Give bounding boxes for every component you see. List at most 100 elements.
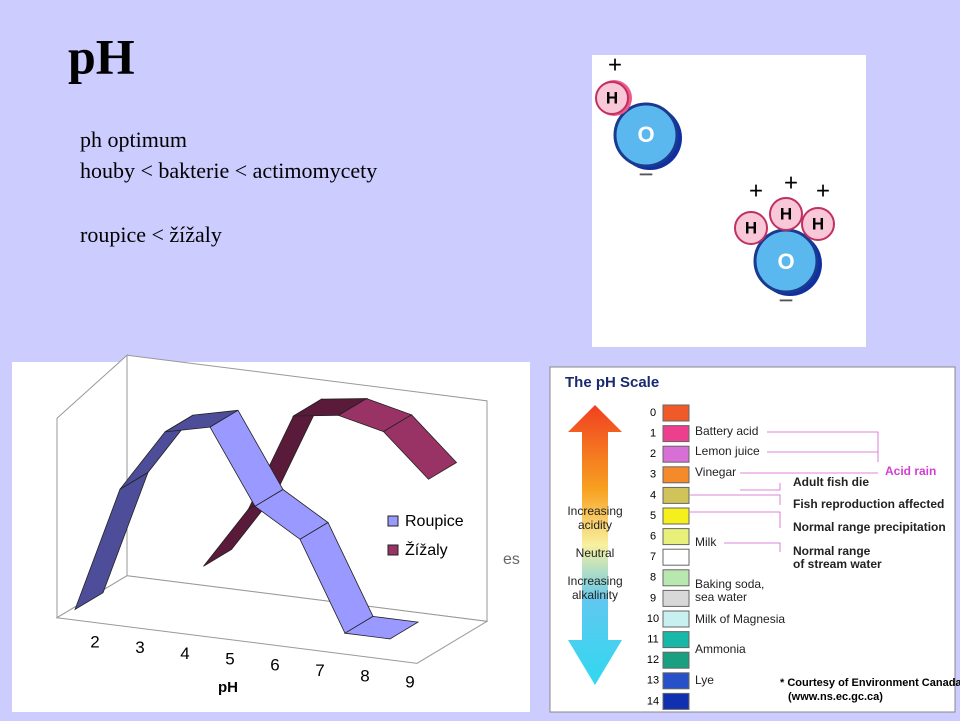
x-tick-label: 8 <box>360 667 369 686</box>
charge: − <box>778 285 793 315</box>
atom <box>613 102 679 168</box>
ph-number: 6 <box>650 531 656 543</box>
ph-number: 1 <box>650 428 656 440</box>
ph-swatch <box>662 569 690 587</box>
ph-swatch <box>662 610 690 628</box>
atom <box>801 207 835 241</box>
atom <box>734 211 768 245</box>
arrow-label: Neutral <box>576 546 615 560</box>
substance: Ammonia <box>695 642 746 656</box>
ph-title: The pH Scale <box>565 374 659 391</box>
note: Acid rain <box>885 464 936 478</box>
atom-label: H <box>606 88 618 107</box>
chart: 2 3 4 5 6 7 8 9 pH Roupice Žížaly es <box>55 354 520 696</box>
text-line: roupice < žížaly <box>80 222 222 247</box>
note: of stream water <box>793 557 882 571</box>
ph-swatch <box>662 425 690 443</box>
ph-number: 12 <box>647 654 659 666</box>
ph-scale: The pH Scale01234567891011121314Battery … <box>565 374 960 710</box>
text-line: ph optimum <box>80 127 187 152</box>
ph-number: 7 <box>650 551 656 563</box>
substance: Lye <box>695 673 714 687</box>
ph-swatch <box>662 466 690 484</box>
atom-label: H <box>745 218 757 237</box>
ph-number: 8 <box>650 572 656 584</box>
note: Normal range precipitation <box>793 520 946 534</box>
substance: Vinegar <box>695 465 736 479</box>
x-tick-label: 4 <box>180 644 189 663</box>
substance: sea water <box>695 590 747 604</box>
ph-number: 3 <box>650 469 656 481</box>
charge: + <box>784 169 798 196</box>
ph-number: 5 <box>650 510 656 522</box>
ribbon-segment <box>382 414 458 480</box>
ph-arrow <box>568 405 622 685</box>
atom <box>595 81 629 115</box>
substance: Battery acid <box>695 424 758 438</box>
note: Normal range <box>793 544 871 558</box>
connector <box>724 542 781 552</box>
ph-swatch <box>662 589 690 607</box>
ph-swatch <box>662 548 690 566</box>
ph-number: 0 <box>650 407 656 419</box>
ph-swatch <box>662 507 690 525</box>
ph-number: 11 <box>647 634 658 646</box>
legend-label: Roupice <box>405 513 464 530</box>
ph-number: 14 <box>647 695 659 707</box>
substance: Lemon juice <box>695 444 760 458</box>
charge: + <box>749 177 763 204</box>
text-line: houby < bakterie < actimomycety <box>80 158 377 183</box>
ph-swatch <box>662 672 690 690</box>
charge: + <box>816 177 830 204</box>
molecule-image: H O + − H H H O + + + − <box>592 51 866 347</box>
ph-swatch <box>662 404 690 422</box>
ph-number: 9 <box>650 592 656 604</box>
ph-swatch <box>662 631 690 649</box>
arrow-label: Increasing <box>567 574 622 588</box>
ph-number: 10 <box>647 613 659 625</box>
ph-swatch <box>662 528 690 546</box>
x-tick-label: 2 <box>90 632 99 651</box>
wall <box>126 354 488 622</box>
connector <box>690 511 781 528</box>
credit: * Courtesy of Environment Canada <box>780 677 960 689</box>
atom-label: O <box>777 249 794 274</box>
x-tick-label: 6 <box>270 655 279 674</box>
connector <box>740 483 781 491</box>
x-tick-label: 3 <box>135 638 144 657</box>
atom-label: H <box>780 204 792 223</box>
ph-number: 4 <box>650 489 656 501</box>
ph-swatch <box>662 651 690 669</box>
arrow-label: acidity <box>578 518 612 532</box>
title: pH <box>68 28 135 84</box>
atom <box>769 197 803 231</box>
ph-scale-bg <box>549 366 956 713</box>
ph-swatch <box>662 445 690 463</box>
legend-swatch <box>387 515 399 527</box>
charge: + <box>608 51 622 78</box>
ph-swatch <box>662 486 690 504</box>
substance: Milk of Magnesia <box>695 612 785 626</box>
legend-label: Žížaly <box>405 540 448 559</box>
ribbon-segment <box>343 615 420 640</box>
ph-number: 13 <box>647 675 659 687</box>
charge: − <box>638 159 653 189</box>
x-tick-label: 5 <box>225 650 234 669</box>
ph-number: 2 <box>650 448 656 460</box>
x-tick-label: 9 <box>405 672 414 691</box>
legend-swatch <box>387 544 399 556</box>
x-axis-label: pH <box>218 679 238 696</box>
note: Fish reproduction affected <box>793 497 944 511</box>
credit: (www.ns.ec.gc.ca) <box>788 691 883 703</box>
atom-label: H <box>812 214 824 233</box>
atom-label: O <box>637 122 654 147</box>
note: Adult fish die <box>793 475 869 489</box>
ph-swatch <box>662 692 690 710</box>
legend-fragment: es <box>503 551 520 568</box>
arrow-label: Increasing <box>567 504 622 518</box>
x-tick-label: 7 <box>315 661 324 680</box>
substance: Milk <box>695 535 717 549</box>
connector <box>690 494 781 505</box>
